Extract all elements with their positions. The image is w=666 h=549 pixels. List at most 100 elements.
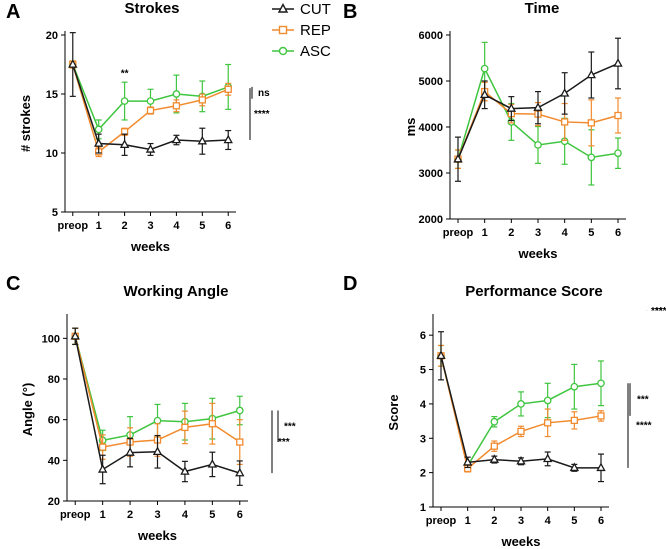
data-point — [533, 102, 543, 111]
chart-title: Time — [525, 0, 560, 17]
data-point — [235, 467, 245, 477]
y-axis-label: Angle (°) — [20, 383, 35, 437]
data-point — [586, 69, 597, 79]
panel-letter: D — [343, 273, 357, 295]
data-point — [171, 134, 182, 144]
y-tick-label: 4000 — [419, 122, 443, 134]
y-tick-label: 40 — [48, 455, 60, 467]
legend-item-cut: CUT — [272, 1, 331, 18]
data-point — [93, 138, 104, 147]
data-point — [587, 153, 596, 162]
data-point — [569, 462, 580, 472]
data-point — [198, 96, 206, 104]
x-tick-label: 6 — [598, 515, 604, 527]
y-tick-label: 2 — [420, 468, 426, 480]
x-tick-label: 6 — [225, 220, 231, 232]
y-axis-label: Score — [386, 394, 401, 430]
data-point — [534, 141, 542, 149]
y-tick-label: 2000 — [419, 214, 443, 226]
data-point — [181, 423, 189, 432]
x-tick-label: 1 — [465, 515, 471, 527]
significance-label: ** — [655, 306, 663, 317]
data-point — [614, 149, 622, 158]
data-point — [489, 454, 500, 463]
legend-label: CUT — [300, 1, 331, 18]
data-point — [436, 350, 446, 360]
legend-item-asc: ASC — [272, 43, 331, 60]
series-cut — [453, 37, 623, 182]
data-point — [207, 459, 218, 468]
data-point — [479, 89, 490, 99]
data-point — [561, 118, 569, 126]
legend-label: ASC — [300, 43, 331, 60]
x-tick-label: 5 — [588, 227, 594, 239]
y-tick-label: 60 — [48, 415, 60, 427]
data-point — [613, 58, 623, 67]
data-point — [570, 416, 578, 425]
panel-B: B Time 2000 3000 4000 5000 6000 preop 1 2 3 4 5 6 week… — [343, 0, 666, 317]
y-tick-label: 1 — [420, 502, 426, 514]
y-tick-label: 10 — [46, 148, 58, 160]
x-tick-label: 1 — [482, 227, 488, 239]
panel-A: A Strokes 5 10 15 20 preop 1 2 3 4 5 6 weeks # strokes… — [6, 0, 270, 254]
panel-C: C Working Angle 20 40 60 80 100 preop 1 2 3 4 5 6 week… — [6, 273, 296, 543]
x-tick-label: 1 — [100, 509, 106, 521]
x-tick-label: 2 — [127, 509, 133, 521]
legend-item-rep: REP — [272, 22, 331, 39]
data-point — [145, 144, 156, 153]
data-point — [224, 85, 232, 93]
y-tick-label: 20 — [46, 30, 58, 42]
legend-label: REP — [300, 22, 331, 39]
data-point — [146, 97, 155, 105]
y-tick-label: 20 — [48, 496, 60, 508]
data-point — [596, 462, 606, 472]
x-tick-label: 5 — [571, 515, 577, 527]
data-point — [235, 406, 244, 415]
series-cut — [436, 331, 606, 483]
x-tick-label: 5 — [199, 220, 205, 232]
data-point — [462, 456, 473, 466]
data-point — [516, 455, 526, 465]
data-point — [172, 90, 181, 98]
x-tick-label: preop — [60, 509, 91, 521]
data-point — [223, 134, 233, 144]
data-point — [544, 419, 552, 427]
data-point — [570, 382, 579, 391]
x-tick-label: preop — [443, 227, 474, 239]
data-point — [490, 417, 499, 426]
data-point — [70, 330, 80, 340]
data-point — [125, 447, 135, 456]
chart-title: Strokes — [124, 0, 179, 17]
x-tick-label: 1 — [96, 220, 102, 232]
x-tick-label: 4 — [562, 227, 569, 239]
x-tick-label: 5 — [209, 509, 215, 521]
y-tick-label: 100 — [42, 333, 60, 345]
x-tick-label: 2 — [122, 220, 128, 232]
data-point — [97, 464, 108, 473]
legend: CUT REP ASC — [272, 1, 331, 60]
y-tick-label: 5000 — [419, 76, 443, 88]
x-tick-label: 3 — [535, 227, 541, 239]
legend-marker — [278, 46, 288, 56]
data-point — [543, 396, 552, 405]
data-point — [490, 442, 498, 450]
x-tick-label: 6 — [237, 509, 243, 521]
data-point — [99, 443, 107, 451]
significance-label: **** — [651, 306, 666, 317]
y-tick-label: 3 — [420, 433, 426, 445]
series-rep — [69, 60, 232, 158]
data-point — [94, 125, 103, 134]
data-point — [480, 64, 489, 73]
data-point — [146, 106, 155, 115]
x-tick-label: 4 — [182, 509, 189, 521]
data-point — [197, 135, 208, 145]
legend-marker — [277, 3, 289, 13]
y-tick-label: 15 — [46, 89, 58, 101]
x-axis-label: weeks — [517, 246, 557, 261]
legend-marker — [278, 25, 288, 35]
x-axis-label: weeks — [130, 239, 170, 254]
data-point — [208, 420, 216, 428]
panel-letter: B — [343, 1, 357, 23]
data-point — [517, 427, 525, 436]
